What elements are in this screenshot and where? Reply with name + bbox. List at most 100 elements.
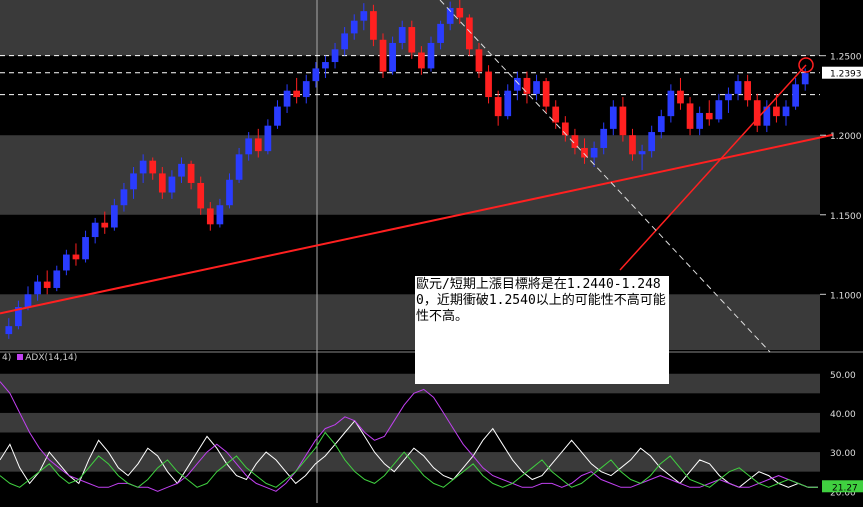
candle-body xyxy=(34,281,41,295)
candle-series xyxy=(5,0,809,339)
candle-body xyxy=(53,270,61,288)
candle-body xyxy=(63,254,70,271)
candle-body xyxy=(725,93,732,101)
candle-body xyxy=(43,281,51,288)
candle-body xyxy=(523,77,531,94)
candle-body xyxy=(494,97,502,117)
indicator-tick-label: 40.00 xyxy=(830,410,856,420)
price-tick-label: 1.2500 xyxy=(830,53,862,63)
candle-body xyxy=(149,160,157,174)
candle-body xyxy=(360,11,368,21)
price-band xyxy=(0,294,820,350)
candle-body xyxy=(187,163,195,183)
candle-body xyxy=(350,20,358,34)
price-tick-label: 1.1500 xyxy=(830,212,862,222)
candle-body xyxy=(667,90,675,117)
candle-body xyxy=(446,7,454,24)
reference-lines xyxy=(0,0,820,503)
candle-body xyxy=(696,112,704,129)
candle-body xyxy=(466,17,473,50)
candle-body xyxy=(293,90,301,98)
candle-body xyxy=(475,49,483,72)
candle-body xyxy=(638,151,646,155)
candle-body xyxy=(513,77,521,91)
candle-body xyxy=(226,179,233,206)
candle-body xyxy=(801,73,809,85)
candle-body xyxy=(101,222,109,228)
candle-body xyxy=(5,326,13,335)
candle-body xyxy=(619,106,627,136)
candle-body xyxy=(629,135,636,155)
candle-body xyxy=(437,23,444,43)
candle-body xyxy=(734,81,742,94)
indicator-tick-label: 30.00 xyxy=(830,449,856,459)
support-trendline xyxy=(0,133,834,315)
candle-body xyxy=(389,42,396,72)
resistance-trendline xyxy=(439,0,771,353)
candle-body xyxy=(110,205,118,228)
last-price-box xyxy=(822,66,863,79)
candle-body xyxy=(216,205,224,225)
indicator-tick-label: 20.00 xyxy=(830,488,856,498)
adx-swatch-icon xyxy=(17,354,24,360)
candle-body xyxy=(139,160,147,174)
candle-body xyxy=(657,116,665,133)
candle-body xyxy=(283,90,291,107)
candle-body xyxy=(274,106,281,126)
candle-body xyxy=(792,84,799,107)
candle-body xyxy=(753,100,761,126)
candle-body xyxy=(485,71,492,98)
annotation-box: 歐元/短期上漲目標將是在1.2440-1.2480，近期衝破1.2540以上的可… xyxy=(415,276,669,384)
candle-body xyxy=(571,135,579,148)
candle-body xyxy=(504,90,512,117)
candle-body xyxy=(72,254,80,260)
candle-body xyxy=(456,7,464,18)
candle-body xyxy=(686,103,694,129)
candle-body xyxy=(235,154,243,180)
candle-body xyxy=(264,125,272,152)
indicator-legend-prefix: 4) xyxy=(2,353,12,363)
candle-body xyxy=(322,62,329,69)
candle-body xyxy=(705,112,713,120)
indicator-tick-label: 50.00 xyxy=(830,371,856,381)
indicator-series-line xyxy=(0,431,818,488)
candle-body xyxy=(581,147,588,158)
candle-body xyxy=(24,294,32,308)
candle-body xyxy=(15,307,22,327)
candle-body xyxy=(773,106,780,117)
candle-body xyxy=(120,189,128,206)
candle-body xyxy=(600,128,608,148)
candle-body xyxy=(130,173,137,190)
candle-body xyxy=(561,122,569,136)
candle-body xyxy=(590,147,598,158)
candle-body xyxy=(197,182,205,209)
indicator-series-line xyxy=(0,419,818,488)
last-price-label: 1.2393 xyxy=(830,70,862,80)
candle-body xyxy=(370,11,377,40)
indicator-band xyxy=(0,452,820,472)
indicator-legend: 4) ADX(14,14) xyxy=(2,353,77,363)
candle-body xyxy=(91,222,99,238)
candle-body xyxy=(302,81,310,98)
target-trendline xyxy=(619,64,807,271)
candle-body xyxy=(206,208,214,225)
candle-body xyxy=(533,81,540,94)
candle-body xyxy=(744,81,751,101)
candle-body xyxy=(254,138,262,152)
indicator-last-box xyxy=(822,480,863,493)
candle-body xyxy=(379,39,387,72)
indicator-band xyxy=(0,412,820,433)
candle-body xyxy=(82,237,89,260)
candle-body xyxy=(245,138,253,155)
candle-body xyxy=(178,163,185,177)
price-tick-label: 1.2000 xyxy=(830,132,862,142)
candle-body xyxy=(158,173,166,193)
candle-body xyxy=(677,90,684,104)
candle-body xyxy=(331,49,339,63)
candle-body xyxy=(542,81,550,107)
candle-body xyxy=(341,33,348,50)
